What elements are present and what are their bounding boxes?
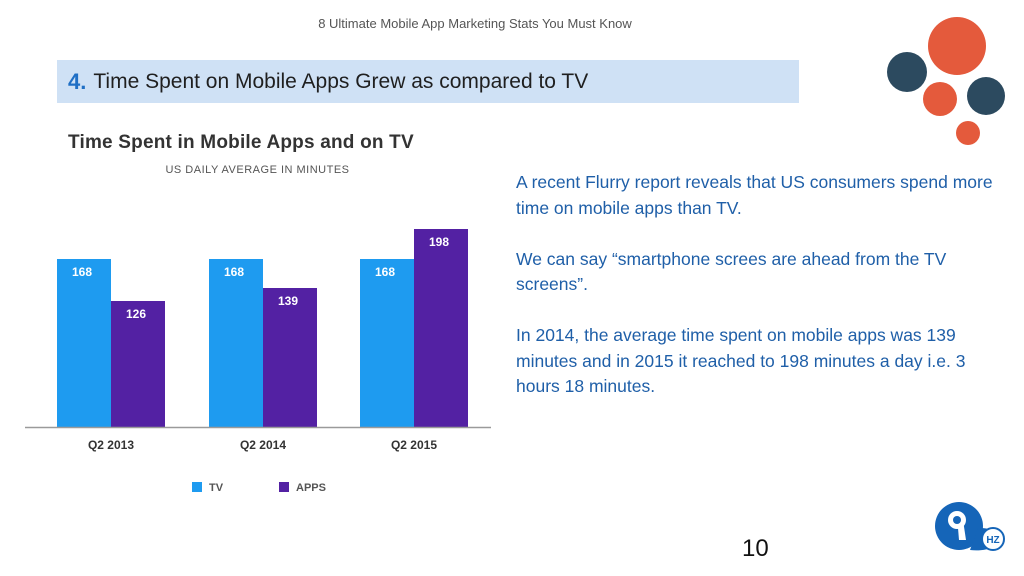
chart-subtitle: US DAILY AVERAGE IN MINUTES — [165, 164, 350, 176]
slide-heading-banner: 4. Time Spent on Mobile Apps Grew as com… — [57, 60, 799, 103]
bar-apps-2 — [414, 229, 468, 427]
bar-tv-0 — [57, 259, 111, 427]
data-label-tv-1: 168 — [224, 265, 244, 279]
category-label-1: Q2 2014 — [240, 438, 286, 452]
category-label-0: Q2 2013 — [88, 438, 134, 452]
bar-apps-1 — [263, 288, 317, 427]
page-number: 10 — [742, 535, 769, 562]
bar-tv-1 — [209, 259, 263, 427]
bar-apps-0 — [111, 301, 165, 427]
bar-tv-2 — [360, 259, 414, 427]
circle-orange-mid — [923, 82, 957, 116]
body-text: A recent Flurry report reveals that US c… — [516, 170, 1012, 425]
paragraph-stats: In 2014, the average time spent on mobil… — [516, 325, 966, 396]
data-label-apps-1: 139 — [278, 294, 298, 308]
circle-navy-left — [887, 52, 927, 92]
circle-orange-small — [956, 121, 980, 145]
deck-title: 8 Ultimate Mobile App Marketing Stats Yo… — [318, 16, 632, 31]
paragraph-screens: We can say “smartphone screes are ahead … — [516, 248, 947, 295]
data-label-tv-0: 168 — [72, 265, 92, 279]
data-label-apps-0: 126 — [126, 307, 146, 321]
circle-navy-right — [967, 77, 1005, 115]
legend-label-tv: TV — [209, 482, 224, 494]
legend-label-apps: APPS — [296, 482, 326, 494]
logo-letters: HZ — [986, 535, 999, 546]
bar-chart: 168 126 Q2 2013 168 139 Q2 2014 168 198 Q2 2015 T… — [25, 229, 491, 494]
chart-title: Time Spent in Mobile Apps and on TV — [68, 132, 414, 153]
9hz-logo-icon: HZ — [935, 502, 1005, 551]
slide-heading-text: Time Spent on Mobile Apps Grew as compar… — [93, 69, 589, 93]
paragraph-flurry: A recent Flurry report reveals that US c… — [516, 172, 993, 218]
data-label-tv-2: 168 — [375, 265, 395, 279]
category-label-2: Q2 2015 — [391, 438, 437, 452]
legend-swatch-apps — [279, 482, 289, 492]
data-label-apps-2: 198 — [429, 235, 449, 249]
legend-swatch-tv — [192, 482, 202, 492]
slide-heading-number: 4. — [68, 68, 87, 94]
